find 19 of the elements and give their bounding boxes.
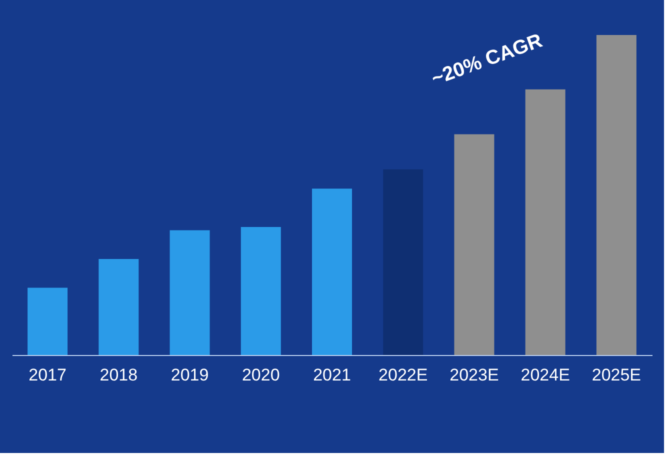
x-tick-label: 2025E	[592, 366, 642, 384]
x-tick-label: 2021	[313, 366, 351, 384]
bar	[28, 288, 68, 355]
bar	[312, 188, 352, 355]
annotation: ~20% CAGR	[428, 30, 546, 90]
bar	[98, 259, 139, 355]
x-tick-label: 2018	[100, 366, 138, 384]
x-tick-label: 2023E	[450, 366, 499, 384]
x-tick-label: 2017	[28, 366, 66, 384]
x-tick-label: 2019	[170, 366, 209, 384]
x-tick-label: 2020	[242, 366, 280, 384]
bar	[596, 35, 636, 355]
bar	[525, 89, 566, 355]
x-tick-label: 2022E	[378, 366, 428, 384]
bar	[240, 227, 281, 355]
bar	[170, 230, 210, 355]
x-tick-label: 2024E	[520, 366, 570, 384]
bar	[454, 134, 494, 355]
bar	[383, 169, 424, 355]
